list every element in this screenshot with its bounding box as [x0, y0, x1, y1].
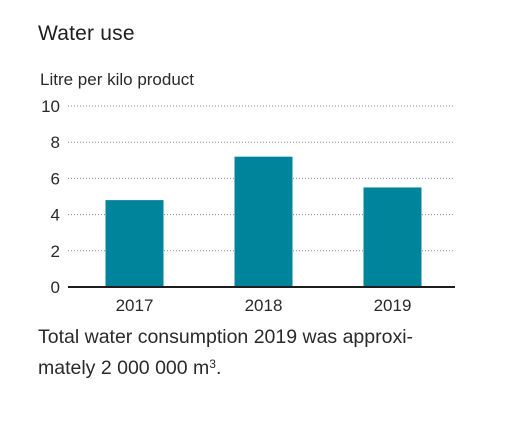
- y-tick-label-0: 0: [51, 278, 60, 297]
- caption-superscript: 3: [209, 357, 216, 371]
- bars: [105, 156, 422, 287]
- caption-end: .: [215, 357, 222, 379]
- y-tick-label-10: 10: [41, 97, 60, 116]
- y-tick-label-6: 6: [51, 169, 60, 188]
- y-tick-labels: 0 2 4 6 8 10: [41, 97, 60, 297]
- y-tick-label-2: 2: [51, 242, 60, 261]
- chart-title: Water use: [38, 22, 135, 45]
- x-tick-label-2018: 2018: [245, 296, 283, 315]
- caption-line-2: mately 2 000 000 m: [38, 357, 210, 379]
- bar-2019: [363, 187, 422, 287]
- x-tick-label-2019: 2019: [374, 296, 412, 315]
- y-tick-label-4: 4: [51, 206, 60, 225]
- caption-line-1: Total water consumption 2019 was approxi…: [38, 326, 414, 348]
- x-tick-label-2017: 2017: [116, 296, 154, 315]
- y-axis-label: Litre per kilo product: [40, 70, 195, 89]
- x-tick-labels: 2017 2018 2019: [116, 296, 412, 315]
- bar-2017: [105, 200, 164, 287]
- chart-caption: Total water consumption 2019 was approxi…: [38, 324, 478, 382]
- y-tick-label-8: 8: [51, 133, 60, 152]
- bar-2018: [234, 156, 293, 287]
